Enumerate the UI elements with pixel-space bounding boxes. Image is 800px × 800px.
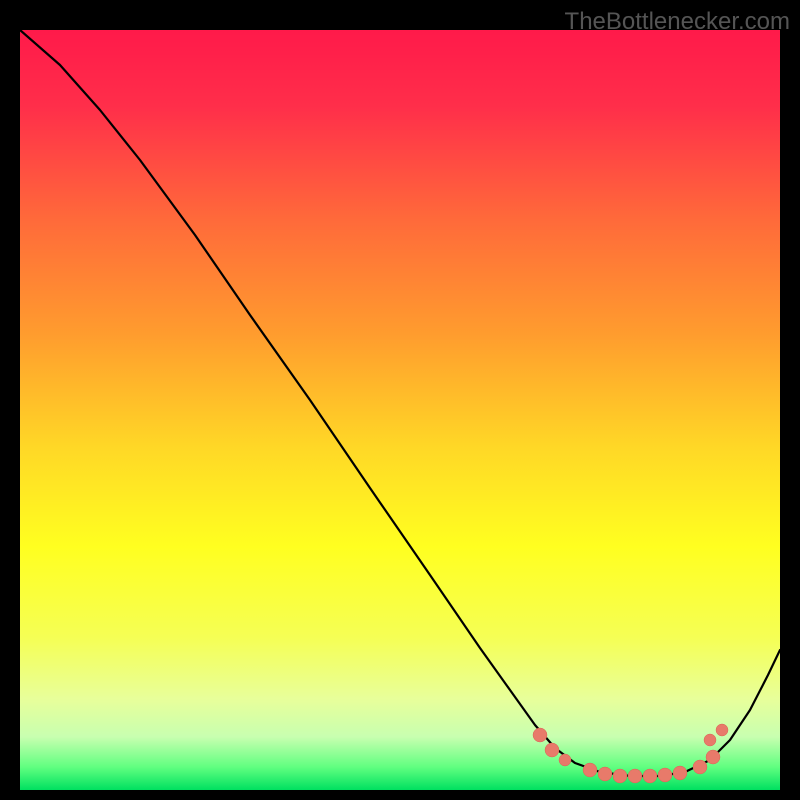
curve-marker [533, 728, 547, 742]
chart-background [20, 30, 780, 790]
curve-marker [658, 768, 672, 782]
chart-svg [20, 30, 780, 790]
curve-marker [706, 750, 720, 764]
watermark-text: TheBottlenecker.com [565, 8, 790, 36]
curve-marker [545, 743, 559, 757]
curve-marker [559, 754, 571, 766]
curve-marker [613, 769, 627, 783]
curve-marker [628, 769, 642, 783]
curve-marker [598, 767, 612, 781]
curve-marker [643, 769, 657, 783]
curve-marker [673, 766, 687, 780]
chart-plot-area [20, 30, 780, 790]
curve-marker [693, 760, 707, 774]
curve-marker [583, 763, 597, 777]
curve-marker [716, 724, 728, 736]
curve-marker [704, 734, 716, 746]
